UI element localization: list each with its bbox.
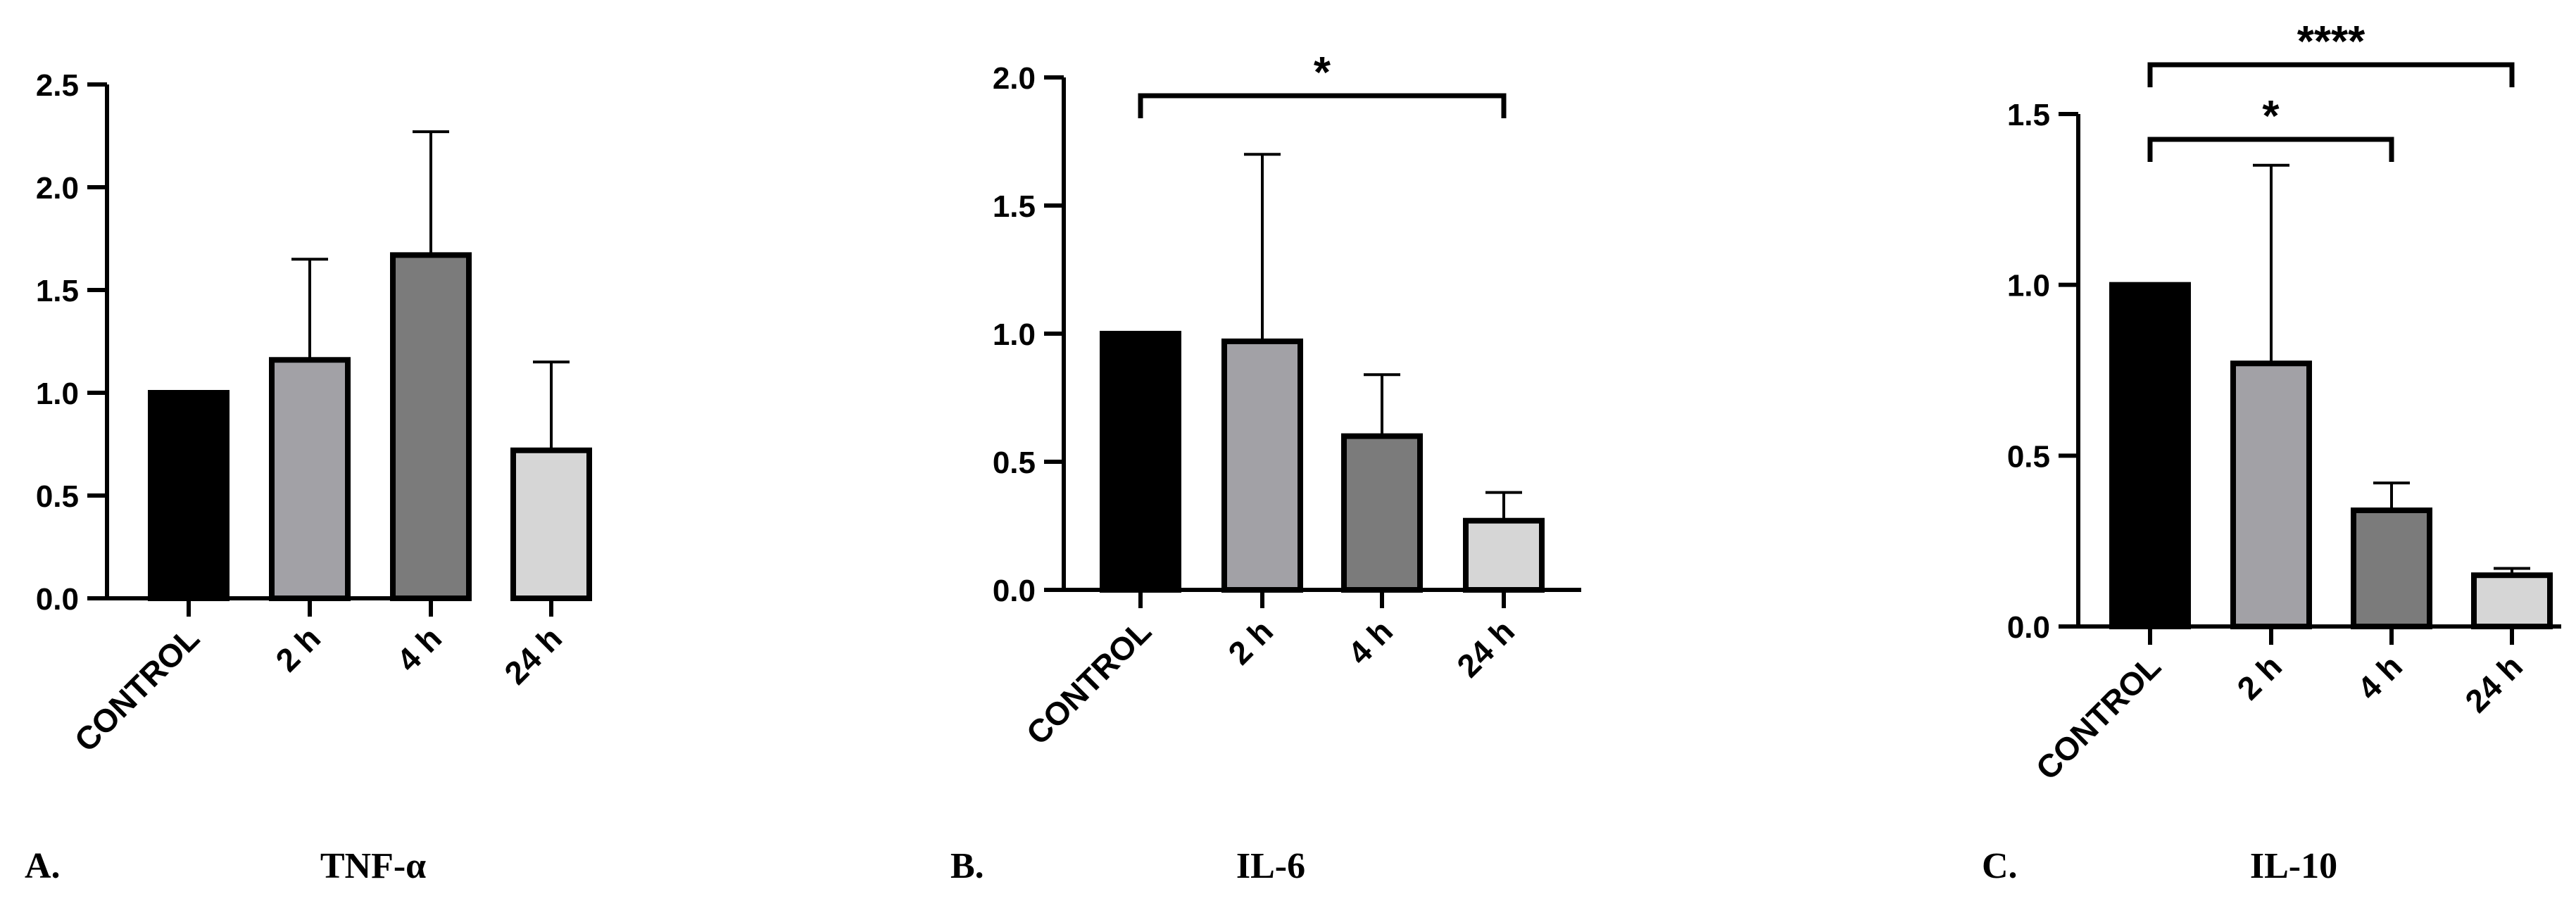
significance-label-0: *: [2262, 92, 2280, 141]
bar-1: [1221, 338, 1303, 593]
y-tick-label: 0.0: [993, 574, 1036, 608]
panel-title: IL-10: [2250, 846, 2337, 886]
bar-0: [1100, 331, 1181, 593]
panel-letter: B.: [950, 846, 984, 886]
y-tick-label: 0.0: [2007, 610, 2050, 645]
significance-label-0: *: [1314, 49, 1331, 97]
category-label-3: 24 h: [1450, 612, 1521, 684]
bar-1: [2230, 360, 2312, 629]
y-tick-label: 1.0: [36, 377, 79, 411]
y-tick-label: 0.5: [2007, 439, 2050, 474]
panel-letter: A.: [25, 846, 61, 886]
bar-3: [510, 447, 592, 602]
panel-title: TNF-α: [320, 846, 426, 886]
significance-bracket-0: [1138, 93, 1507, 118]
y-tick-label: 1.5: [2007, 98, 2050, 132]
bar-0: [148, 390, 230, 601]
y-tick-label: 0.5: [993, 446, 1036, 480]
bar-2: [2351, 507, 2432, 630]
category-label-0: CONTROL: [1019, 612, 1158, 752]
panel-title: IL-6: [1236, 846, 1305, 886]
category-label-3: 24 h: [497, 619, 569, 691]
bar-3: [1463, 517, 1545, 593]
bar-0: [2109, 282, 2191, 629]
bar-3: [2471, 572, 2553, 630]
category-label-3: 24 h: [2458, 648, 2530, 719]
category-label-2: 4 h: [2350, 648, 2409, 707]
bar-1: [269, 357, 351, 601]
category-label-0: CONTROL: [2028, 648, 2168, 787]
significance-label-1: ****: [2297, 18, 2365, 66]
bar-2: [390, 252, 472, 601]
category-label-2: 4 h: [1340, 612, 1400, 672]
y-tick-label: 2.0: [36, 171, 79, 206]
category-label-0: CONTROL: [67, 619, 206, 759]
category-label-1: 2 h: [1221, 612, 1280, 672]
panel-letter: C.: [1982, 846, 2018, 886]
category-label-2: 4 h: [389, 619, 448, 679]
y-tick-label: 2.0: [993, 61, 1036, 96]
significance-bracket-0: [2147, 137, 2394, 162]
category-label-1: 2 h: [268, 619, 327, 679]
y-tick-label: 0.0: [36, 582, 79, 617]
bar-2: [1341, 433, 1423, 593]
category-label-1: 2 h: [2230, 648, 2289, 707]
y-tick-label: 1.5: [36, 274, 79, 308]
y-tick-label: 1.0: [993, 317, 1036, 352]
y-tick-label: 2.5: [36, 68, 79, 103]
y-tick-label: 1.5: [993, 189, 1036, 224]
panel-b: B. IL-6 0.0 0.5 1.0 1.5 2.0 CONTROL 2 h 4 h 24 h…: [950, 49, 1581, 886]
y-tick-label: 1.0: [2007, 269, 2050, 303]
panel-a: A. TNF-α 0.0 0.5 1.0 1.5 2.0 2.5 CONTROL 2 h 4 h…: [25, 68, 592, 886]
y-tick-label: 0.5: [36, 479, 79, 514]
significance-bracket-1: [2147, 62, 2515, 87]
